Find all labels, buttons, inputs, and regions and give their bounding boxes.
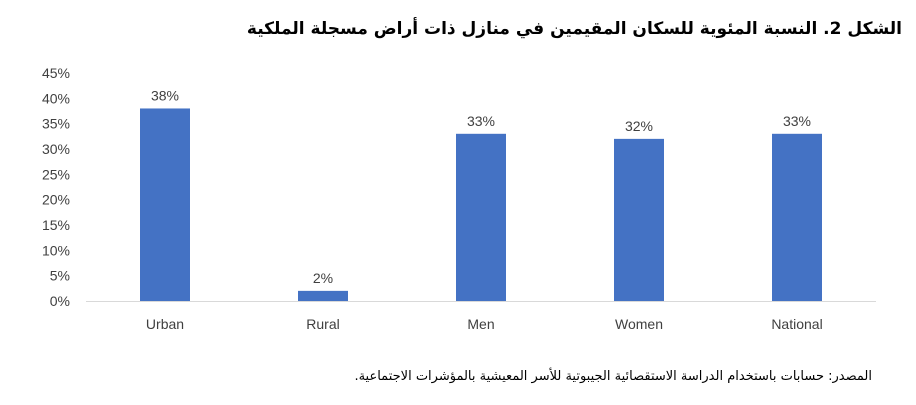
bar-national [772,133,822,301]
bar-rural [298,290,348,301]
bar-men [456,133,506,301]
bar-women [614,138,664,301]
y-tick-label: 25% [42,166,70,182]
y-tick-label: 15% [42,217,70,233]
data-labels: 38% 2% 33% 32% 33% [151,87,811,285]
data-label-national: 33% [783,113,811,129]
data-label-urban: 38% [151,87,179,103]
y-tick-label: 0% [50,293,70,309]
y-tick-label: 20% [42,192,70,208]
chart-title: الشكل 2. النسبة المئوية للسكان المقيمين … [246,19,902,39]
y-tick-label: 45% [42,65,70,81]
y-tick-label: 40% [42,90,70,106]
y-axis: 0% 5% 10% 15% 20% 25% 30% 35% 40% 45% [42,65,70,309]
y-tick-label: 10% [42,242,70,258]
x-tick-label-men: Men [467,316,494,332]
bar-urban [140,108,190,301]
data-label-men: 33% [467,113,495,129]
x-tick-label-urban: Urban [146,316,184,332]
source-note: المصدر: حسابات باستخدام الدراسة الاستقصا… [354,369,872,384]
y-tick-label: 35% [42,116,70,132]
y-tick-label: 30% [42,141,70,157]
x-axis: Urban Rural Men Women National [86,301,876,332]
bars [140,108,822,301]
x-tick-label-national: National [771,316,822,332]
data-label-rural: 2% [313,270,333,286]
x-tick-label-rural: Rural [306,316,339,332]
x-tick-label-women: Women [615,316,663,332]
data-label-women: 32% [625,118,653,134]
y-tick-label: 5% [50,268,70,284]
